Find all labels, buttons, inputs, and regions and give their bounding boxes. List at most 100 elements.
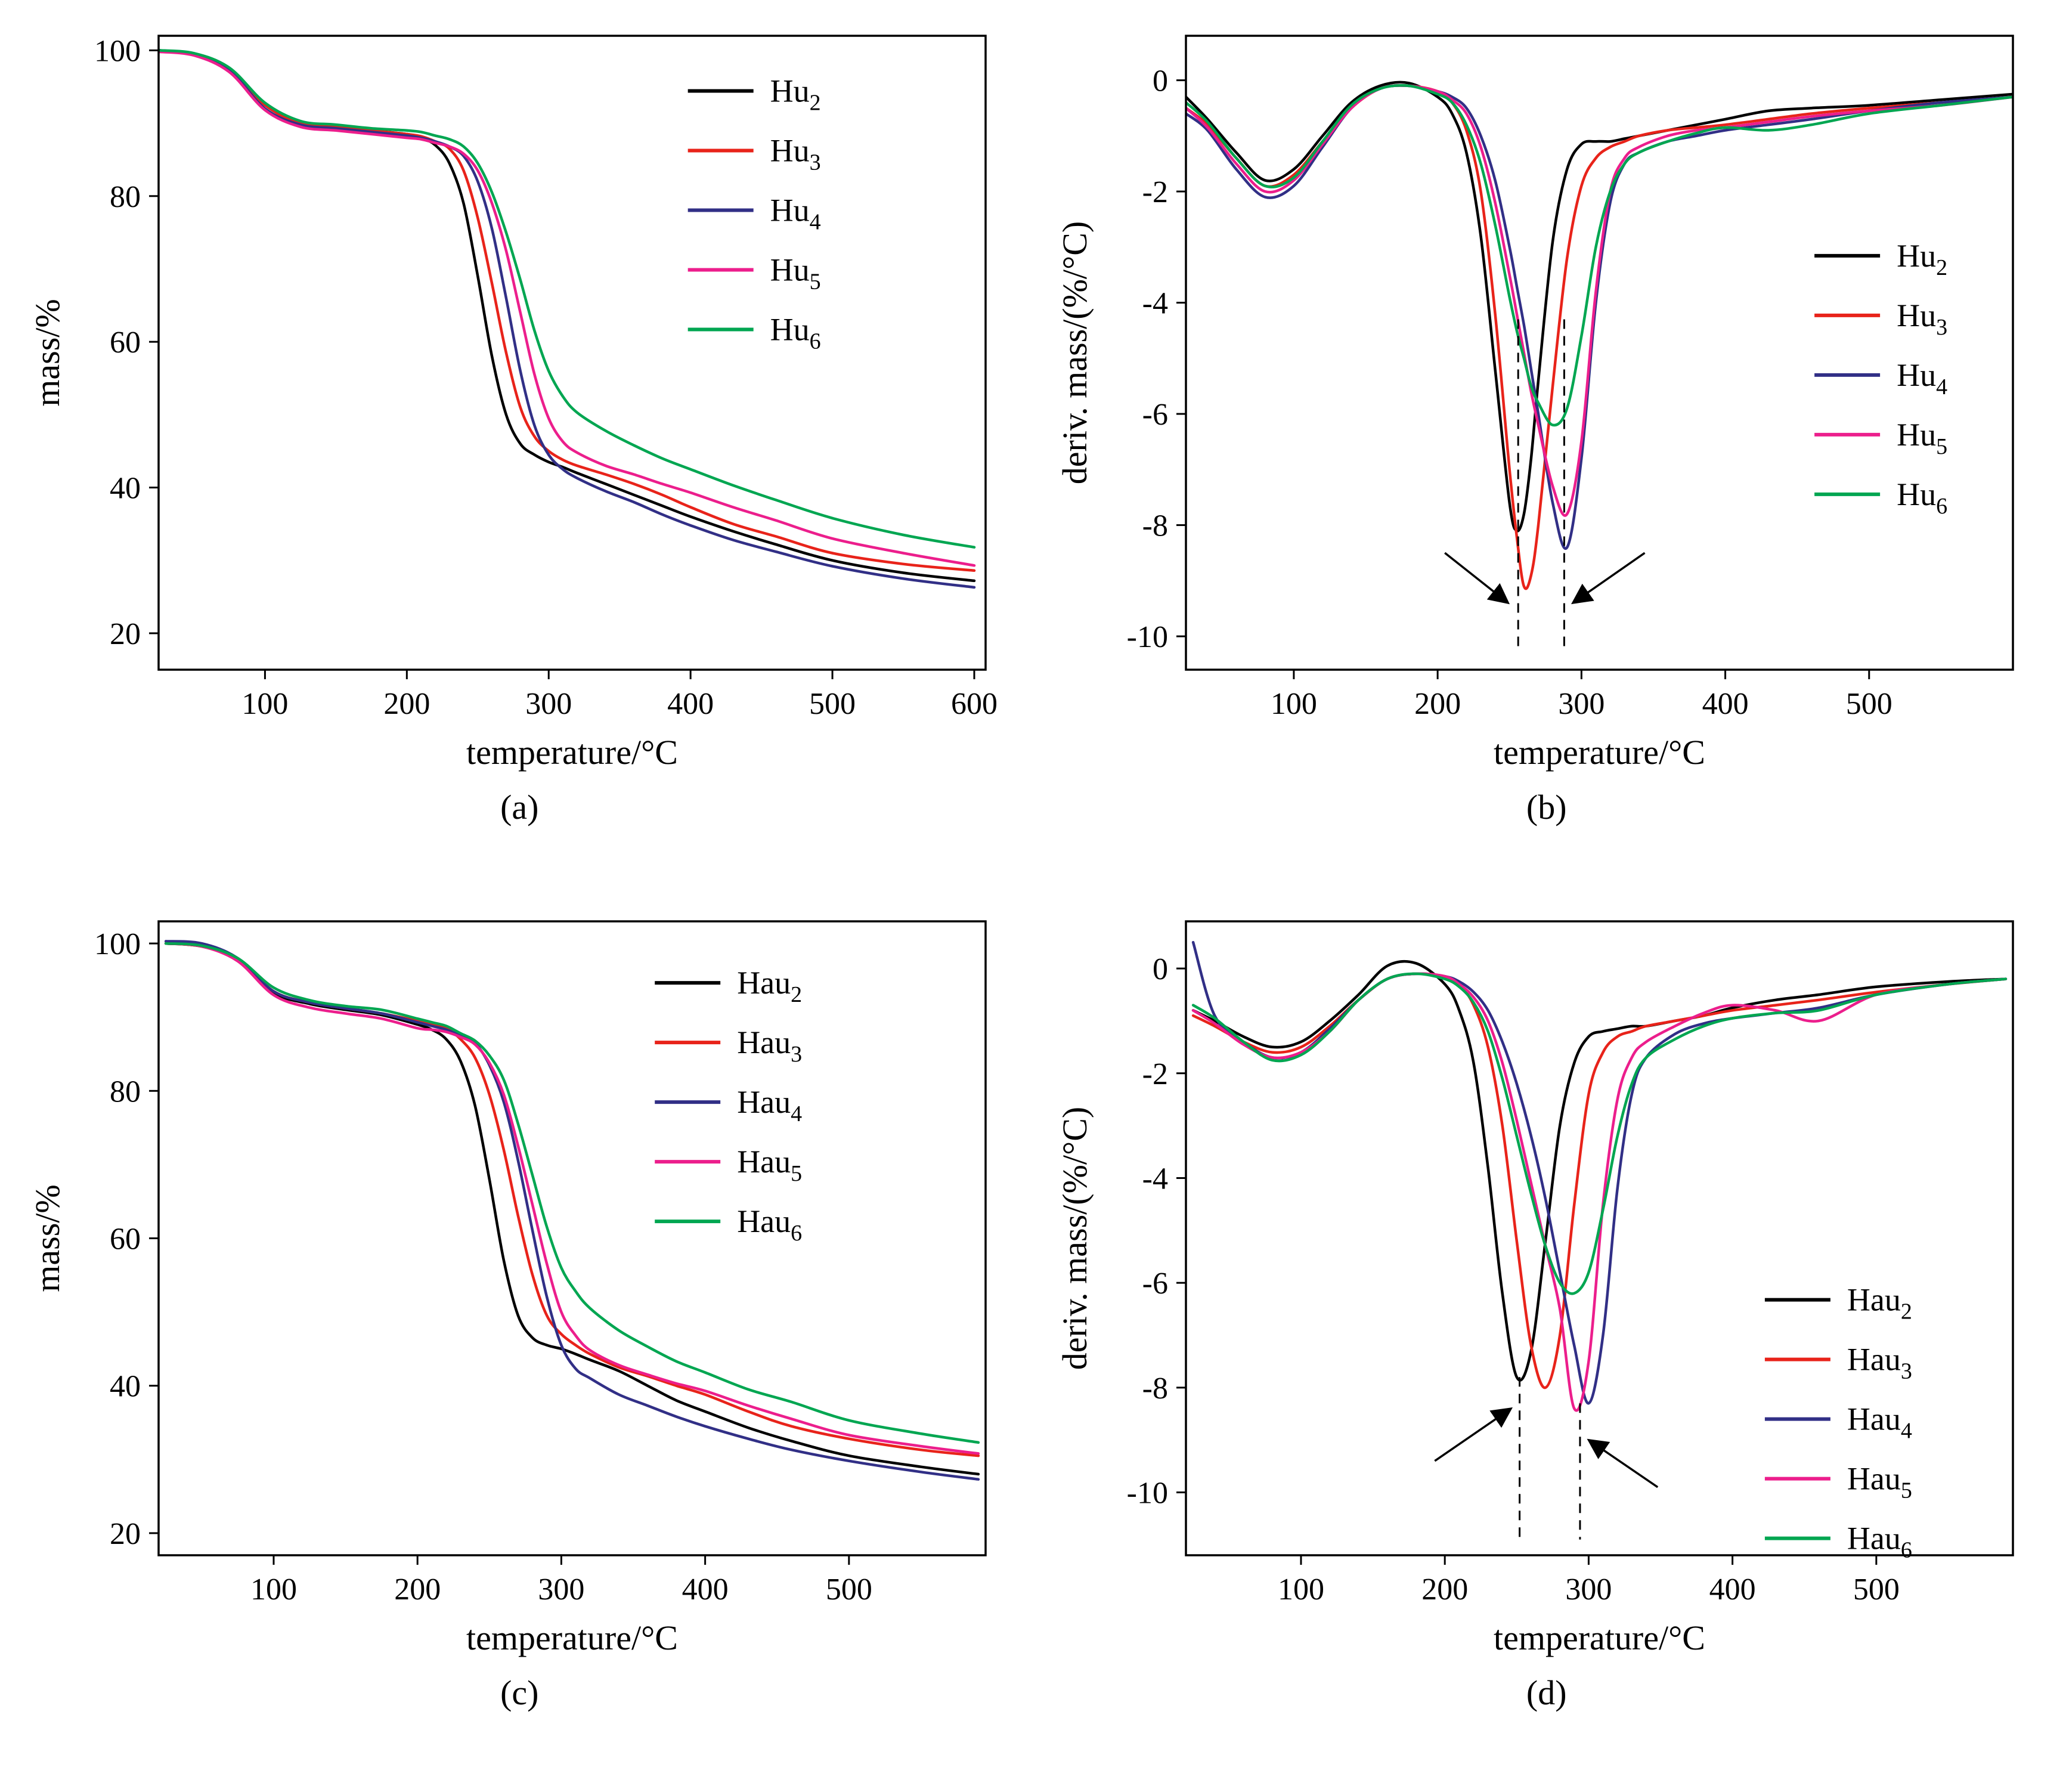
- x-tick-label: 500: [826, 1573, 872, 1607]
- y-axis-label: deriv. mass/(%/°C): [1055, 1106, 1094, 1369]
- chart-c-tga-hau: 100 200 300 400 500 20 40 60 80 100 temperature/°C…: [24, 896, 1014, 1672]
- annotation-arrow-2: [1571, 552, 1646, 605]
- legend-label-Hau3: Hau3: [1847, 1341, 1912, 1384]
- legend-label-Hu5: Hu5: [1897, 417, 1947, 459]
- legend-label-Hau4: Hau4: [1847, 1401, 1912, 1443]
- series-Hau5: [165, 942, 980, 1455]
- series-Hau6: [1191, 972, 2007, 1295]
- x-tick-label: 400: [1709, 1573, 1755, 1607]
- series-group: [165, 939, 980, 1481]
- series-Hau3: [1191, 971, 2007, 1389]
- series-Hau2: [165, 942, 980, 1475]
- legend-label-Hau2: Hau2: [1847, 1282, 1912, 1324]
- plot-frame: [1185, 35, 2014, 671]
- y-tick-label: 20: [110, 617, 141, 651]
- legend-label-Hu3: Hu3: [1897, 298, 1947, 340]
- x-tick-label: 300: [1565, 1573, 1612, 1607]
- x-tick-label: 100: [242, 687, 289, 721]
- y-tick-label: 100: [94, 927, 141, 961]
- x-tick-label: 200: [1414, 687, 1461, 721]
- panel-a: 100 200 300 400 500 600 20 40 60 80 100 temperature…: [6, 11, 1033, 896]
- caption-a: (a): [500, 788, 539, 827]
- x-axis-label: temperature/°C: [1494, 1618, 1705, 1657]
- plot-c: 100 200 300 400 500 20 40 60 80 100 temperature/°C…: [28, 920, 987, 1657]
- chart-a-tga-hu: 100 200 300 400 500 600 20 40 60 80 100 temperature…: [24, 11, 1014, 786]
- legend: Hu2 Hu3 Hu4 Hu5 Hu6: [687, 73, 821, 354]
- y-tick-label: 60: [110, 326, 141, 360]
- legend: Hu2 Hu3 Hu4 Hu5 Hu6: [1814, 238, 1947, 519]
- panel-d: 100 200 300 400 500 0 -2 -4 -6 -8 -10 temperature/°…: [1033, 896, 2061, 1782]
- y-tick-label: 100: [94, 34, 141, 68]
- series-Hu3: [159, 49, 976, 572]
- x-tick-label: 300: [1558, 687, 1605, 721]
- y-tick-label: -8: [1142, 509, 1167, 543]
- y-axis-label: deriv. mass/(%/°C): [1055, 221, 1094, 484]
- plot-frame: [157, 35, 987, 671]
- x-axis-label: temperature/°C: [1494, 733, 1705, 772]
- y-tick-label: 0: [1153, 952, 1168, 986]
- x-tick-label: 300: [525, 687, 572, 721]
- chart-b-dtg-hu: 100 200 300 400 500 0 -2 -4 -6 -8 -10 temperature/°…: [1052, 11, 2042, 786]
- annotation-arrow-1: [1434, 1407, 1513, 1462]
- plot-b: 100 200 300 400 500 0 -2 -4 -6 -8 -10 temperature/°…: [1055, 35, 2014, 772]
- series-Hu5: [159, 50, 976, 567]
- legend: Hau2 Hau3 Hau4 Hau5 Hau6: [655, 965, 802, 1246]
- legend-label-Hau2: Hau2: [737, 965, 802, 1007]
- plot-d: 100 200 300 400 500 0 -2 -4 -6 -8 -10 temperature/°…: [1055, 920, 2014, 1657]
- plot-a: 100 200 300 400 500 600 20 40 60 80 100 temperature…: [28, 34, 998, 772]
- y-tick-label: 80: [110, 1075, 141, 1109]
- legend-label-Hau6: Hau6: [737, 1203, 802, 1246]
- y-tick-label: 40: [110, 1369, 141, 1403]
- y-tick-label: 60: [110, 1222, 141, 1256]
- y-tick-label: 40: [110, 472, 141, 506]
- legend-label-Hau3: Hau3: [737, 1025, 802, 1067]
- series-Hau6: [165, 942, 980, 1444]
- legend: Hau2 Hau3 Hau4 Hau5 Hau6: [1764, 1282, 1912, 1562]
- caption-b: (b): [1526, 788, 1567, 827]
- y-tick-label: -8: [1142, 1371, 1167, 1405]
- x-tick-label: 300: [538, 1573, 585, 1607]
- series-group: [1185, 81, 2013, 590]
- x-tick-label: 100: [1271, 687, 1317, 721]
- panel-b: 100 200 300 400 500 0 -2 -4 -6 -8 -10 temperature/°…: [1033, 11, 2061, 896]
- legend-label-Hu6: Hu6: [770, 312, 821, 354]
- series-group: [1191, 940, 2007, 1412]
- legend-label-Hau5: Hau5: [737, 1144, 802, 1186]
- caption-d: (d): [1526, 1673, 1567, 1712]
- y-tick-label: -2: [1142, 1057, 1167, 1091]
- x-axis-label: temperature/°C: [466, 1618, 678, 1657]
- y-tick-label: -6: [1142, 398, 1167, 432]
- legend-label-Hu3: Hu3: [770, 133, 821, 175]
- annotation-arrow-1: [1444, 552, 1510, 605]
- y-tick-label: 20: [110, 1516, 141, 1550]
- x-tick-label: 500: [1846, 687, 1892, 721]
- x-tick-label: 100: [1278, 1573, 1324, 1607]
- y-tick-label: -10: [1126, 1476, 1167, 1510]
- x-tick-label: 500: [809, 687, 856, 721]
- series-Hau2: [1191, 960, 2007, 1382]
- y-tick-label: -4: [1142, 287, 1167, 321]
- y-tick-label: -6: [1142, 1267, 1167, 1301]
- x-tick-label: 200: [384, 687, 430, 721]
- series-Hu6: [159, 49, 976, 549]
- x-tick-label: 600: [951, 687, 998, 721]
- y-tick-label: 0: [1153, 64, 1168, 98]
- chart-d-dtg-hau: 100 200 300 400 500 0 -2 -4 -6 -8 -10 temperature/°…: [1052, 896, 2042, 1672]
- series-Hu2: [159, 49, 976, 583]
- legend-label-Hu6: Hu6: [1897, 476, 1947, 519]
- legend-label-Hu2: Hu2: [770, 73, 821, 116]
- legend-label-Hu2: Hu2: [1897, 238, 1947, 280]
- x-axis-label: temperature/°C: [466, 733, 678, 772]
- panel-c: 100 200 300 400 500 20 40 60 80 100 temperature/°C…: [6, 896, 1033, 1782]
- x-tick-label: 400: [1702, 687, 1748, 721]
- plot-frame: [157, 920, 987, 1556]
- annotation-arrow-2: [1587, 1438, 1658, 1488]
- plot-frame: [1185, 920, 2014, 1556]
- series-Hau4: [165, 939, 980, 1481]
- y-axis-label: mass/%: [28, 299, 67, 406]
- y-axis-label: mass/%: [28, 1184, 67, 1292]
- series-Hu2: [1185, 81, 2013, 533]
- y-tick-label: 80: [110, 180, 141, 214]
- y-tick-label: -4: [1142, 1162, 1167, 1196]
